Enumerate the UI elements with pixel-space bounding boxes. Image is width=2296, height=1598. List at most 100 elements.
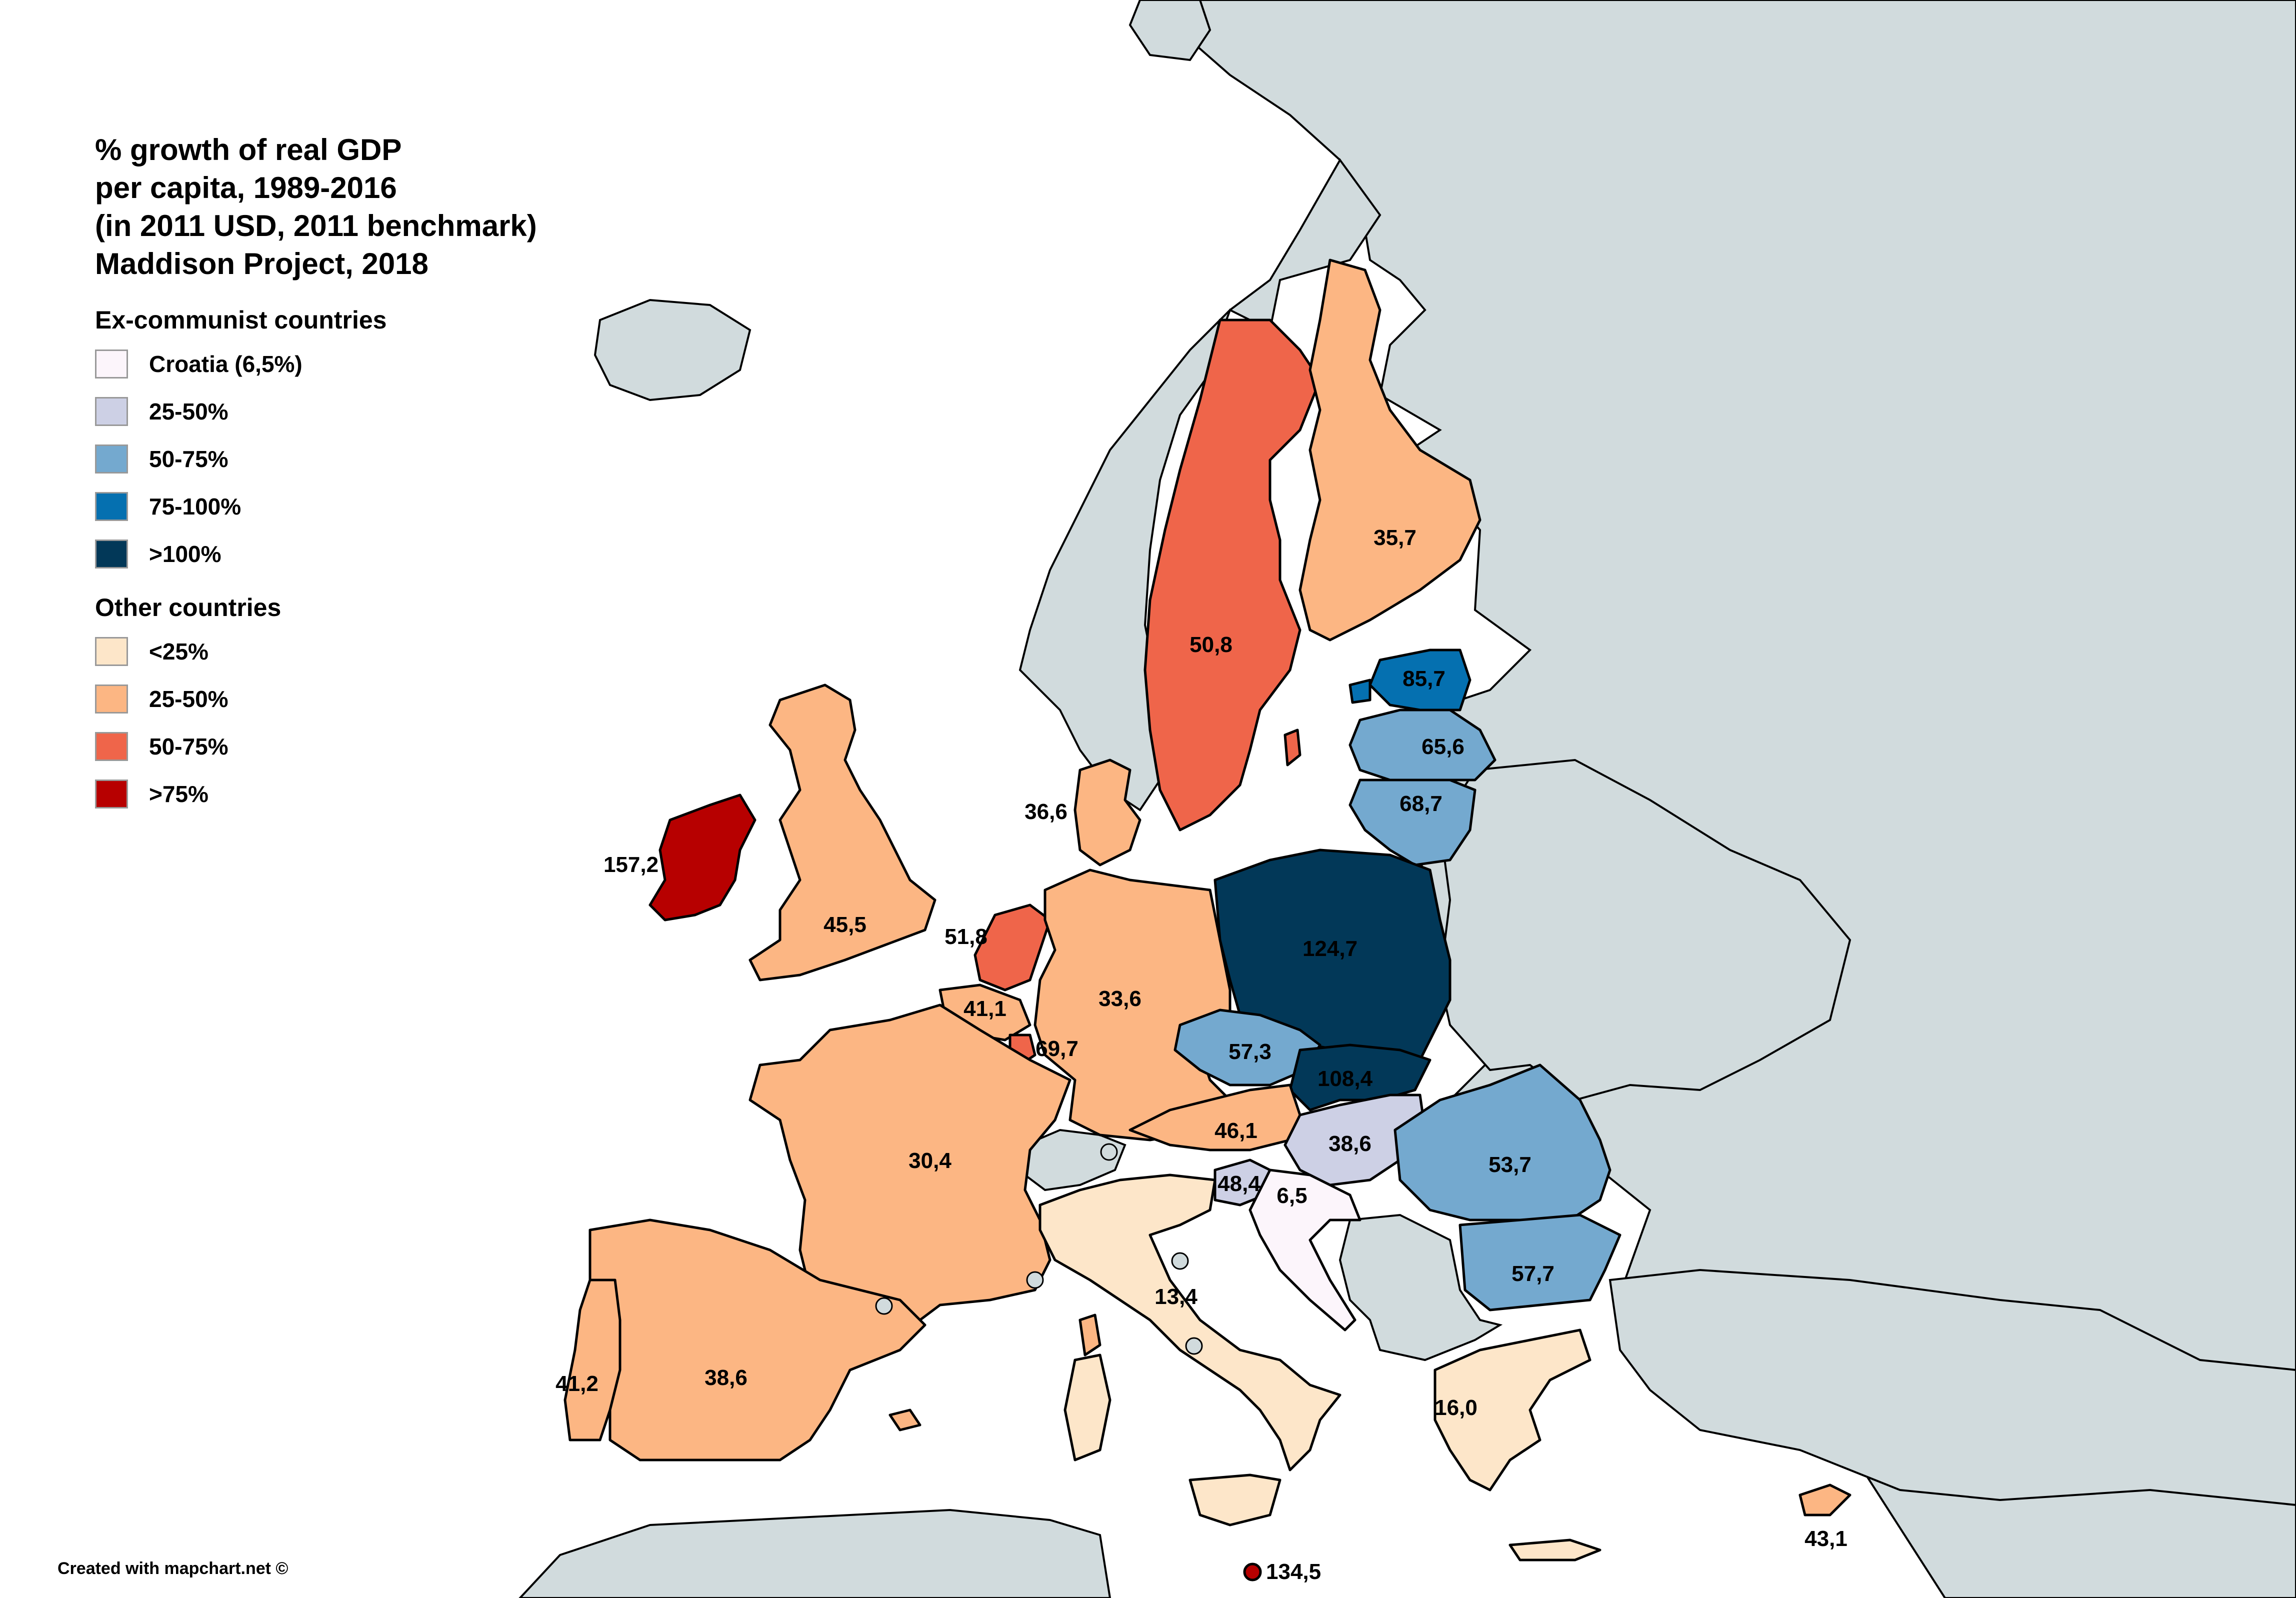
legend-label: 50-75% — [149, 733, 228, 760]
label-bulgaria: 57,7 — [1512, 1262, 1554, 1286]
country-sweden-gotland — [1284, 728, 1302, 766]
label-luxembourg: 69,7 — [1036, 1036, 1078, 1061]
country-italy-sicily — [1188, 1474, 1282, 1526]
legend-group1-title: Ex-communist countries — [95, 306, 387, 334]
legend-swatch — [95, 492, 128, 521]
legend: Ex-communist countries Croatia (6,5%) 25… — [95, 300, 386, 818]
title-line-2: per capita, 1989-2016 — [95, 171, 397, 204]
microstate-marker-vatican — [1185, 1337, 1203, 1355]
microstate-marker-san-marino — [1171, 1252, 1189, 1270]
country-italy — [1038, 1174, 1342, 1472]
legend-item: Croatia (6,5%) — [95, 340, 386, 388]
country-malta — [1243, 1562, 1262, 1582]
label-belgium: 41,1 — [964, 996, 1006, 1021]
country-cyprus — [1798, 1484, 1852, 1516]
title-line-3: (in 2011 USD, 2011 benchmark) — [95, 209, 537, 242]
label-poland: 124,7 — [1302, 936, 1358, 961]
legend-item: 25-50% — [95, 388, 386, 435]
legend-swatch — [95, 349, 128, 378]
country-estonia — [1368, 648, 1472, 712]
country-finland — [1298, 258, 1482, 642]
legend-item: >75% — [95, 770, 386, 818]
label-slovakia: 108,4 — [1318, 1066, 1373, 1091]
country-romania — [1394, 1064, 1612, 1222]
label-romania: 53,7 — [1488, 1152, 1532, 1177]
label-portugal: 41,2 — [556, 1372, 598, 1396]
legend-swatch — [95, 732, 128, 761]
label-italy: 13,4 — [1154, 1284, 1198, 1309]
legend-swatch — [95, 396, 128, 426]
legend-swatch — [95, 684, 128, 714]
switzerland-land — [1024, 1128, 1126, 1192]
country-united-kingdom — [748, 684, 936, 982]
label-cyprus: 43,1 — [1804, 1526, 1848, 1551]
country-portugal — [564, 1278, 622, 1442]
iceland-land — [594, 298, 752, 402]
country-bulgaria — [1458, 1214, 1622, 1312]
arctic-islands-land — [1128, 0, 1212, 62]
legend-item: 25-50% — [95, 675, 386, 722]
country-croatia — [1248, 1168, 1362, 1332]
legend-label: 50-75% — [149, 446, 228, 472]
label-united-kingdom: 45,5 — [824, 912, 866, 937]
label-greece: 16,0 — [1434, 1396, 1478, 1420]
legend-group2-title: Other countries — [95, 594, 282, 622]
country-france-corsica — [1078, 1314, 1102, 1356]
microstate-marker-monaco — [1026, 1271, 1044, 1289]
country-spain-balearic — [888, 1408, 922, 1432]
label-sweden: 50,8 — [1190, 632, 1232, 657]
legend-swatch — [95, 444, 128, 474]
country-poland — [1214, 848, 1452, 1062]
label-germany: 33,6 — [1098, 986, 1142, 1011]
label-denmark: 36,6 — [1024, 800, 1068, 824]
map-title: % growth of real GDP per capita, 1989-20… — [95, 131, 537, 283]
credit-text: Created with mapchart.net © — [58, 1559, 288, 1578]
legend-label: >100% — [149, 540, 222, 567]
label-finland: 35,7 — [1374, 526, 1416, 550]
non-eu-land — [518, 0, 2296, 1598]
label-estonia: 85,7 — [1402, 666, 1446, 691]
legend-label: <25% — [149, 638, 208, 664]
label-netherlands: 51,8 — [944, 924, 988, 949]
country-ireland — [648, 794, 756, 922]
country-estonia-saaremaa — [1348, 678, 1372, 704]
legend-item: 75-100% — [95, 482, 386, 530]
title-line-1: % growth of real GDP — [95, 133, 402, 166]
microstate-markers — [875, 1143, 1203, 1355]
country-latvia — [1348, 708, 1496, 782]
legend-label: 25-50% — [149, 686, 228, 712]
label-czech-republic: 57,3 — [1228, 1040, 1272, 1064]
label-lithuania: 68,7 — [1400, 792, 1442, 816]
country-lithuania — [1348, 778, 1476, 866]
legend-item: <25% — [95, 628, 386, 675]
country-netherlands — [974, 904, 1052, 992]
legend-label: >75% — [149, 780, 208, 807]
microstate-marker-andorra — [875, 1297, 893, 1315]
label-latvia: 65,6 — [1422, 734, 1464, 759]
label-slovenia: 48,4 — [1218, 1172, 1260, 1196]
legend-swatch — [95, 779, 128, 808]
legend-label: 25-50% — [149, 398, 228, 424]
country-greece — [1434, 1328, 1592, 1492]
legend-item: >100% — [95, 530, 386, 578]
north-africa-land — [518, 1508, 1112, 1598]
legend-item: 50-75% — [95, 435, 386, 482]
turkey-land — [1608, 1268, 2296, 1506]
value-labels: 157,2 45,5 51,8 41,1 69,7 30,4 38,6 41,2… — [556, 526, 1848, 1584]
country-sweden — [1144, 318, 1322, 832]
legend-swatch — [95, 636, 128, 666]
legend-item: 50-75% — [95, 722, 386, 770]
legend-swatch — [95, 539, 128, 568]
country-denmark — [1074, 758, 1142, 866]
label-austria: 46,1 — [1214, 1118, 1258, 1143]
country-france — [748, 1004, 1072, 1322]
country-italy-sardinia — [1064, 1354, 1112, 1462]
title-line-4: Maddison Project, 2018 — [95, 247, 428, 280]
country-greece-crete — [1508, 1538, 1602, 1562]
legend-label: 75-100% — [149, 493, 242, 520]
label-ireland: 157,2 — [604, 852, 658, 877]
legend-label: Croatia (6,5%) — [149, 350, 302, 377]
balkans-land — [1338, 1214, 1503, 1362]
label-france: 30,4 — [908, 1148, 952, 1173]
